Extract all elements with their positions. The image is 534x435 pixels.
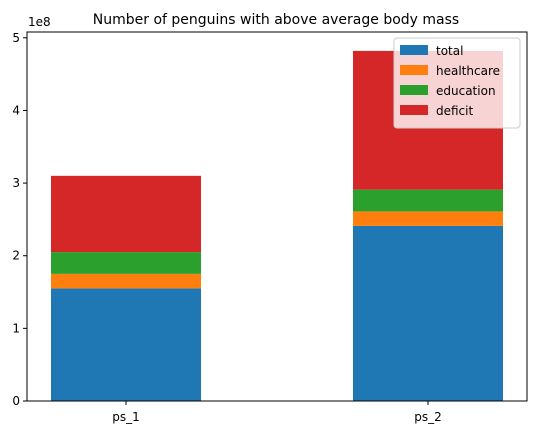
x-tick-label: ps_2 <box>414 410 442 424</box>
legend-swatch-total <box>400 45 428 55</box>
legend-label-total: total <box>436 44 463 58</box>
y-axis: 0 1 2 3 4 5 <box>12 31 27 408</box>
bar-education-ps_2 <box>353 189 503 212</box>
legend-swatch-deficit <box>400 105 428 115</box>
chart-title: Number of penguins with above average bo… <box>93 12 459 28</box>
x-axis: ps_1 ps_2 <box>112 401 442 424</box>
legend-label-education: education <box>436 84 496 98</box>
bar-healthcare-ps_2 <box>353 211 503 226</box>
plot-frame <box>26 31 528 402</box>
y-tick-label: 2 <box>12 249 20 263</box>
bar-healthcare-ps_1 <box>51 273 201 289</box>
legend-label-deficit: deficit <box>436 104 473 118</box>
bar-education-ps_1 <box>51 252 201 274</box>
legend-swatch-healthcare <box>400 65 428 75</box>
y-offset-label: 1e8 <box>28 15 51 29</box>
y-tick-label: 0 <box>12 394 20 408</box>
bar-total-ps_2 <box>353 225 503 401</box>
y-tick-label: 3 <box>12 176 20 190</box>
y-tick-label: 1 <box>12 321 20 335</box>
y-tick-label: 5 <box>12 31 20 45</box>
bar-total-ps_1 <box>51 288 201 401</box>
x-tick-label: ps_1 <box>112 410 140 424</box>
legend: total healthcare education deficit <box>393 37 521 129</box>
bar-deficit-ps_1 <box>51 175 201 253</box>
y-tick-label: 4 <box>12 103 20 117</box>
legend-label-healthcare: healthcare <box>436 64 500 78</box>
legend-swatch-education <box>400 85 428 95</box>
